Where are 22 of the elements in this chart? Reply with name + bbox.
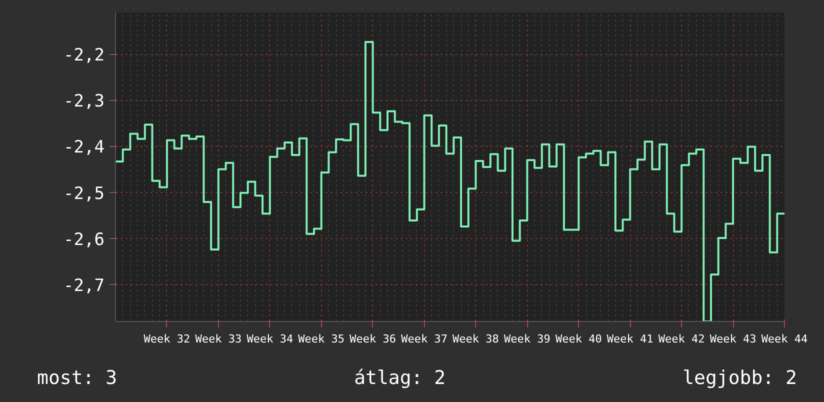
x-tick-label: Week 33 bbox=[195, 332, 242, 346]
y-tick-label: -2,5 bbox=[64, 184, 105, 204]
y-tick-label: -2,3 bbox=[64, 92, 105, 112]
x-tick-label: Week 40 bbox=[555, 332, 602, 346]
text: most: 3 bbox=[37, 366, 118, 391]
text: átlag: 2 bbox=[354, 366, 446, 391]
x-tick-label: Week 32 bbox=[144, 332, 190, 346]
x-tick-label: Week 44 bbox=[761, 332, 808, 346]
text: legjobb: 2 bbox=[682, 366, 797, 391]
y-tick-label: -2,2 bbox=[64, 46, 105, 66]
y-tick-label: -2,4 bbox=[64, 138, 105, 158]
y-tick-label: -2,6 bbox=[64, 230, 105, 250]
x-tick-label: Week 35 bbox=[298, 332, 345, 346]
y-tick-label: -2,7 bbox=[64, 276, 105, 296]
x-tick-label: Week 37 bbox=[401, 332, 448, 346]
x-tick-label: Week 41 bbox=[606, 332, 654, 346]
x-tick-label: Week 43 bbox=[710, 332, 756, 346]
x-tick-label: Week 39 bbox=[504, 332, 550, 346]
x-tick-label: Week 42 bbox=[658, 332, 705, 346]
x-tick-label: Week 34 bbox=[246, 332, 294, 346]
x-tick-label: Week 38 bbox=[452, 332, 499, 346]
x-tick-label: Week 36 bbox=[350, 332, 396, 346]
